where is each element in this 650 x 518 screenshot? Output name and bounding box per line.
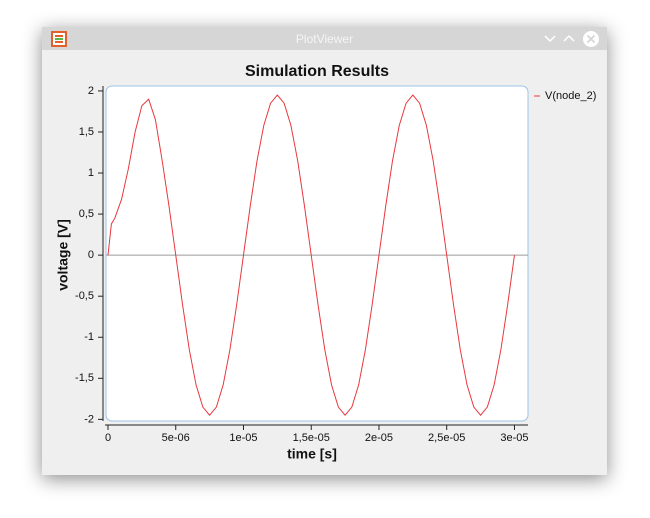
maximize-button[interactable] (563, 34, 575, 42)
minimize-button[interactable] (544, 35, 556, 43)
title-bar: PlotViewer (42, 27, 607, 50)
window-buttons[interactable] (540, 29, 610, 49)
plot-area (105, 85, 529, 422)
y-axis-label: voltage [V] (55, 219, 71, 291)
data-line (107, 94, 515, 417)
x-tick-label: 1,5e-05 (293, 432, 330, 444)
y-tick-label: -1,5 (75, 372, 94, 384)
app-icon (51, 31, 67, 47)
x-tick-label: 2,5e-05 (428, 432, 465, 444)
x-tick-label: 5e-06 (162, 432, 190, 444)
y-tick-label: 0 (88, 249, 94, 261)
x-tick-label: 3e-05 (500, 432, 528, 444)
y-tick-label: 1,5 (79, 126, 94, 138)
window-title: PlotViewer (295, 32, 354, 46)
y-tick-label: -1 (84, 331, 94, 343)
y-tick-label: -0,5 (75, 290, 94, 302)
y-tick-label: 0,5 (79, 208, 94, 220)
x-axis-label: time [s] (287, 446, 337, 462)
y-tick-label: 1 (88, 167, 94, 179)
chart-title: Simulation Results (245, 63, 389, 80)
y-tick-label: 2 (88, 85, 94, 97)
legend-label: V(node_2) (545, 90, 596, 102)
x-tick-label: 2e-05 (365, 432, 393, 444)
x-tick-label: 1e-05 (229, 432, 257, 444)
x-tick-label: 0 (105, 432, 111, 444)
y-tick-label: -2 (84, 413, 94, 425)
